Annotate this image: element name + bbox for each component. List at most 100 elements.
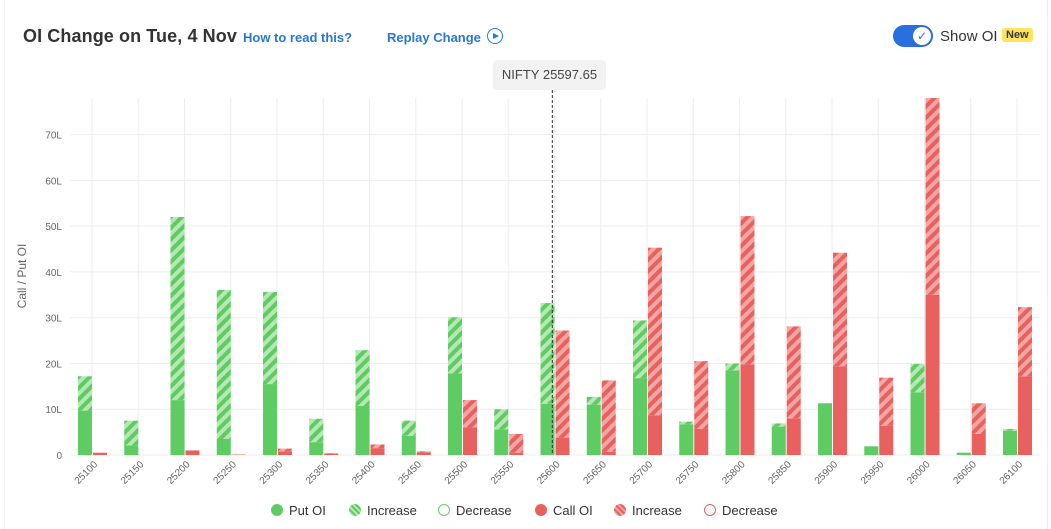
put-oi-bar — [633, 378, 647, 455]
put-oi-bar — [818, 403, 832, 455]
x-tick-label: 26050 — [951, 459, 979, 487]
x-tick-label: 25500 — [443, 459, 471, 487]
call-oi-bar — [93, 452, 107, 455]
call-increase-bar — [740, 216, 755, 365]
y-tick-label: 10L — [45, 405, 62, 416]
put-increase-bar — [494, 409, 509, 430]
put-increase-bar — [910, 363, 925, 393]
x-tick-label: 25700 — [628, 459, 656, 487]
call-oi-bar — [601, 451, 616, 455]
call-increase-bar — [463, 400, 477, 428]
x-tick-label: 25150 — [119, 459, 147, 487]
x-tick-label: 25950 — [859, 459, 887, 487]
show-oi-label: Show OI — [940, 28, 998, 45]
x-tick-label: 25400 — [350, 459, 378, 487]
put-oi-bar — [355, 406, 370, 455]
x-tick-label: 25250 — [211, 459, 239, 487]
legend-swatch-call-solid — [535, 504, 547, 516]
x-tick-label: 26000 — [905, 459, 933, 487]
call-increase-bar — [694, 361, 709, 429]
put-increase-bar — [216, 289, 231, 439]
put-oi-bar — [771, 426, 786, 455]
new-badge: New — [1002, 28, 1033, 42]
legend-swatch-call-hatch — [614, 504, 626, 516]
call-increase-bar — [971, 403, 986, 434]
put-oi-bar — [124, 445, 139, 455]
put-increase-bar — [725, 363, 740, 371]
play-circle-icon[interactable] — [487, 28, 503, 44]
call-increase-bar — [509, 433, 524, 453]
call-oi-bar — [694, 428, 709, 455]
call-increase-bar — [555, 330, 570, 438]
put-oi-bar — [263, 384, 277, 455]
call-increase-bar — [601, 380, 616, 452]
x-tick-label: 25300 — [258, 459, 286, 487]
call-oi-bar — [1018, 376, 1032, 455]
legend-label: Decrease — [456, 503, 512, 518]
page-title: OI Change on Tue, 4 Nov — [23, 26, 237, 46]
bars — [78, 98, 1032, 455]
put-oi-bar — [78, 410, 92, 455]
put-oi-bar — [540, 403, 555, 455]
legend-swatch-put-hatch — [349, 504, 361, 516]
x-tick-label: 25550 — [489, 459, 517, 487]
call-oi-bar — [463, 427, 477, 455]
call-oi-bar — [833, 366, 847, 455]
y-tick-label: 60L — [45, 176, 62, 187]
legend-swatch-call-outline — [704, 504, 716, 516]
call-oi-bar — [925, 294, 940, 455]
call-oi-bar — [555, 437, 570, 455]
call-increase-bar — [370, 444, 385, 449]
x-tick-label: 25350 — [304, 459, 332, 487]
y-tick-label: 0 — [56, 451, 62, 462]
put-increase-bar — [170, 217, 185, 401]
put-increase-bar — [586, 396, 601, 405]
call-increase-bar — [879, 377, 894, 426]
call-increase-bar — [416, 451, 431, 453]
put-oi-bar — [910, 392, 925, 455]
put-oi-bar — [401, 435, 416, 455]
put-increase-bar — [355, 350, 370, 407]
put-increase-bar — [309, 418, 324, 443]
call-oi-bar — [786, 418, 801, 455]
call-increase-bar — [648, 247, 662, 416]
call-oi-bar — [879, 425, 894, 455]
put-increase-bar — [633, 320, 647, 379]
legend-label: Put OI — [289, 503, 326, 518]
y-axis-label: Call / Put OI — [15, 244, 29, 309]
legend-label: Increase — [632, 503, 682, 518]
put-oi-bar — [956, 452, 971, 455]
call-oi-bar — [648, 415, 662, 455]
x-tick-label: 25800 — [720, 459, 748, 487]
y-tick-label: 20L — [45, 359, 62, 370]
show-oi-toggle[interactable]: ✓ — [893, 25, 933, 47]
checkmark-icon: ✓ — [913, 27, 931, 45]
call-oi-bar — [278, 451, 292, 455]
put-oi-bar — [309, 442, 324, 455]
put-increase-bar — [124, 420, 139, 446]
legend-swatch-put-solid — [271, 504, 283, 516]
put-oi-bar — [725, 370, 740, 455]
replay-change-link[interactable]: Replay Change — [387, 30, 481, 45]
x-tick-label: 25750 — [674, 459, 702, 487]
x-tick-label: 25650 — [581, 459, 609, 487]
put-increase-bar — [771, 423, 786, 427]
put-oi-bar — [494, 429, 509, 455]
call-increase-bar — [1018, 307, 1032, 377]
legend-label: Call OI — [553, 503, 593, 518]
call-increase-bar — [925, 98, 940, 295]
how-to-read-link[interactable]: How to read this? — [243, 30, 353, 45]
put-increase-bar — [540, 303, 555, 404]
legend-label: Decrease — [722, 503, 778, 518]
call-oi-bar — [185, 450, 200, 455]
put-increase-bar — [679, 421, 694, 425]
x-axis-ticks: 25100 25150 25200 25250 25300 25350 25400 25450… — [73, 459, 1026, 487]
call-increase-bar — [786, 326, 801, 419]
put-increase-bar — [263, 292, 277, 385]
y-tick-label: 70L — [45, 131, 62, 142]
y-tick-label: 30L — [45, 314, 62, 325]
call-oi-bar — [370, 448, 385, 455]
call-oi-bar — [971, 433, 986, 455]
put-oi-bar — [1003, 430, 1017, 455]
